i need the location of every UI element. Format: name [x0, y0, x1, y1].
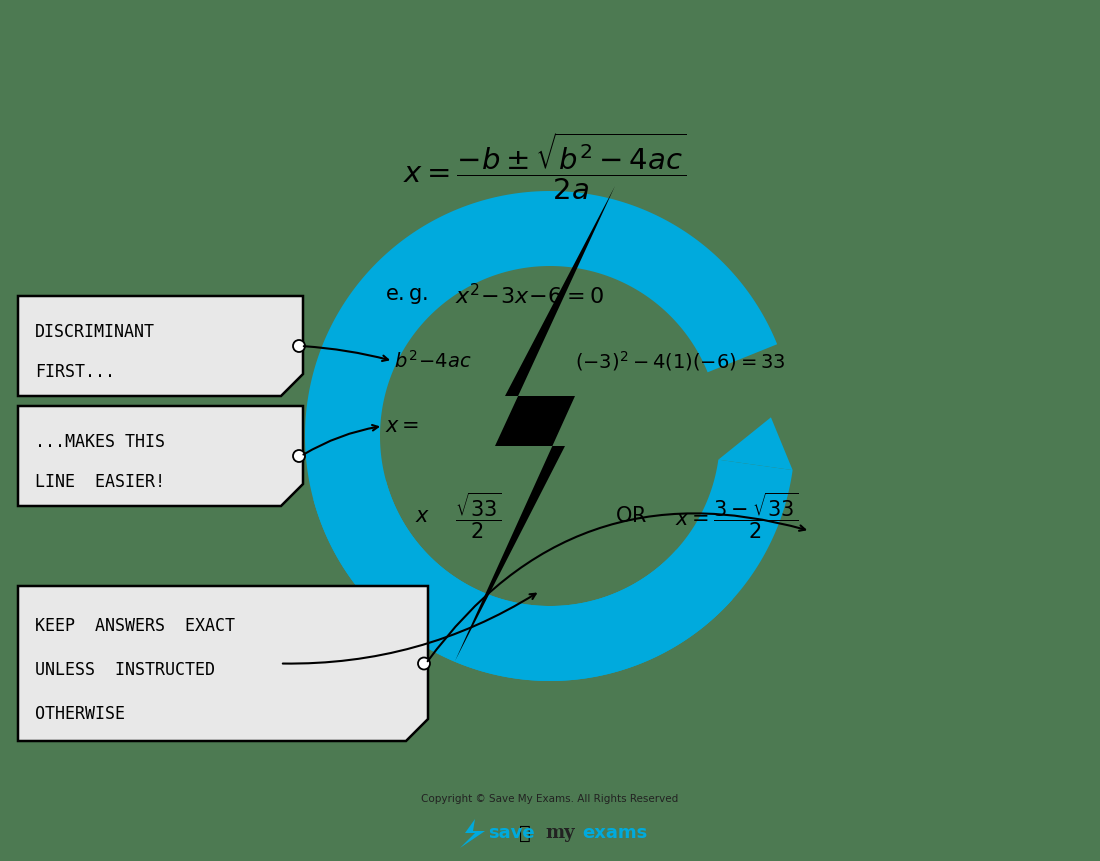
Polygon shape	[676, 549, 752, 600]
Polygon shape	[718, 418, 793, 470]
Text: 🔴: 🔴	[519, 823, 531, 843]
Text: my: my	[544, 824, 574, 842]
Polygon shape	[455, 186, 615, 661]
Text: Copyright © Save My Exams. All Rights Reserved: Copyright © Save My Exams. All Rights Re…	[421, 794, 679, 804]
Polygon shape	[18, 586, 428, 741]
Text: $\dfrac{\sqrt{33}}{2}$: $\dfrac{\sqrt{33}}{2}$	[455, 491, 502, 542]
Polygon shape	[18, 296, 303, 396]
Text: save: save	[488, 824, 535, 842]
Text: exams: exams	[582, 824, 647, 842]
Text: $\!\!b^2\!-\!4ac$: $\!\!b^2\!-\!4ac$	[395, 350, 472, 372]
Text: DISCRIMINANT: DISCRIMINANT	[35, 323, 155, 341]
Text: KEEP  ANSWERS  EXACT: KEEP ANSWERS EXACT	[35, 616, 235, 635]
Text: UNLESS  INSTRUCTED: UNLESS INSTRUCTED	[35, 661, 214, 679]
Text: ...MAKES THIS: ...MAKES THIS	[35, 433, 165, 451]
Circle shape	[293, 340, 305, 352]
Polygon shape	[18, 406, 303, 506]
Text: $x=$: $x=$	[385, 416, 419, 436]
Text: OTHERWISE: OTHERWISE	[35, 705, 125, 723]
Text: $(-3)^2-4(1)(-6)=33$: $(-3)^2-4(1)(-6)=33$	[575, 349, 785, 373]
Text: $\mathrm{OR}$: $\mathrm{OR}$	[615, 506, 647, 526]
Text: $x=\dfrac{3-\sqrt{33}}{2}$: $x=\dfrac{3-\sqrt{33}}{2}$	[675, 491, 799, 542]
Text: LINE  EASIER!: LINE EASIER!	[35, 473, 165, 491]
Polygon shape	[460, 819, 485, 848]
Text: FIRST...: FIRST...	[35, 363, 116, 381]
Polygon shape	[314, 460, 793, 681]
Circle shape	[293, 450, 305, 462]
Circle shape	[418, 658, 430, 670]
Text: $\mathrm{e.g.}$: $\mathrm{e.g.}$	[385, 286, 428, 306]
Text: $x$: $x$	[415, 506, 430, 526]
Text: $x^2\!-\!3x\!-\!6=0$: $x^2\!-\!3x\!-\!6=0$	[455, 283, 604, 308]
Polygon shape	[305, 191, 778, 681]
Text: $x = \dfrac{-b \pm \sqrt{b^2-4ac}}{2a}$: $x = \dfrac{-b \pm \sqrt{b^2-4ac}}{2a}$	[403, 130, 686, 202]
